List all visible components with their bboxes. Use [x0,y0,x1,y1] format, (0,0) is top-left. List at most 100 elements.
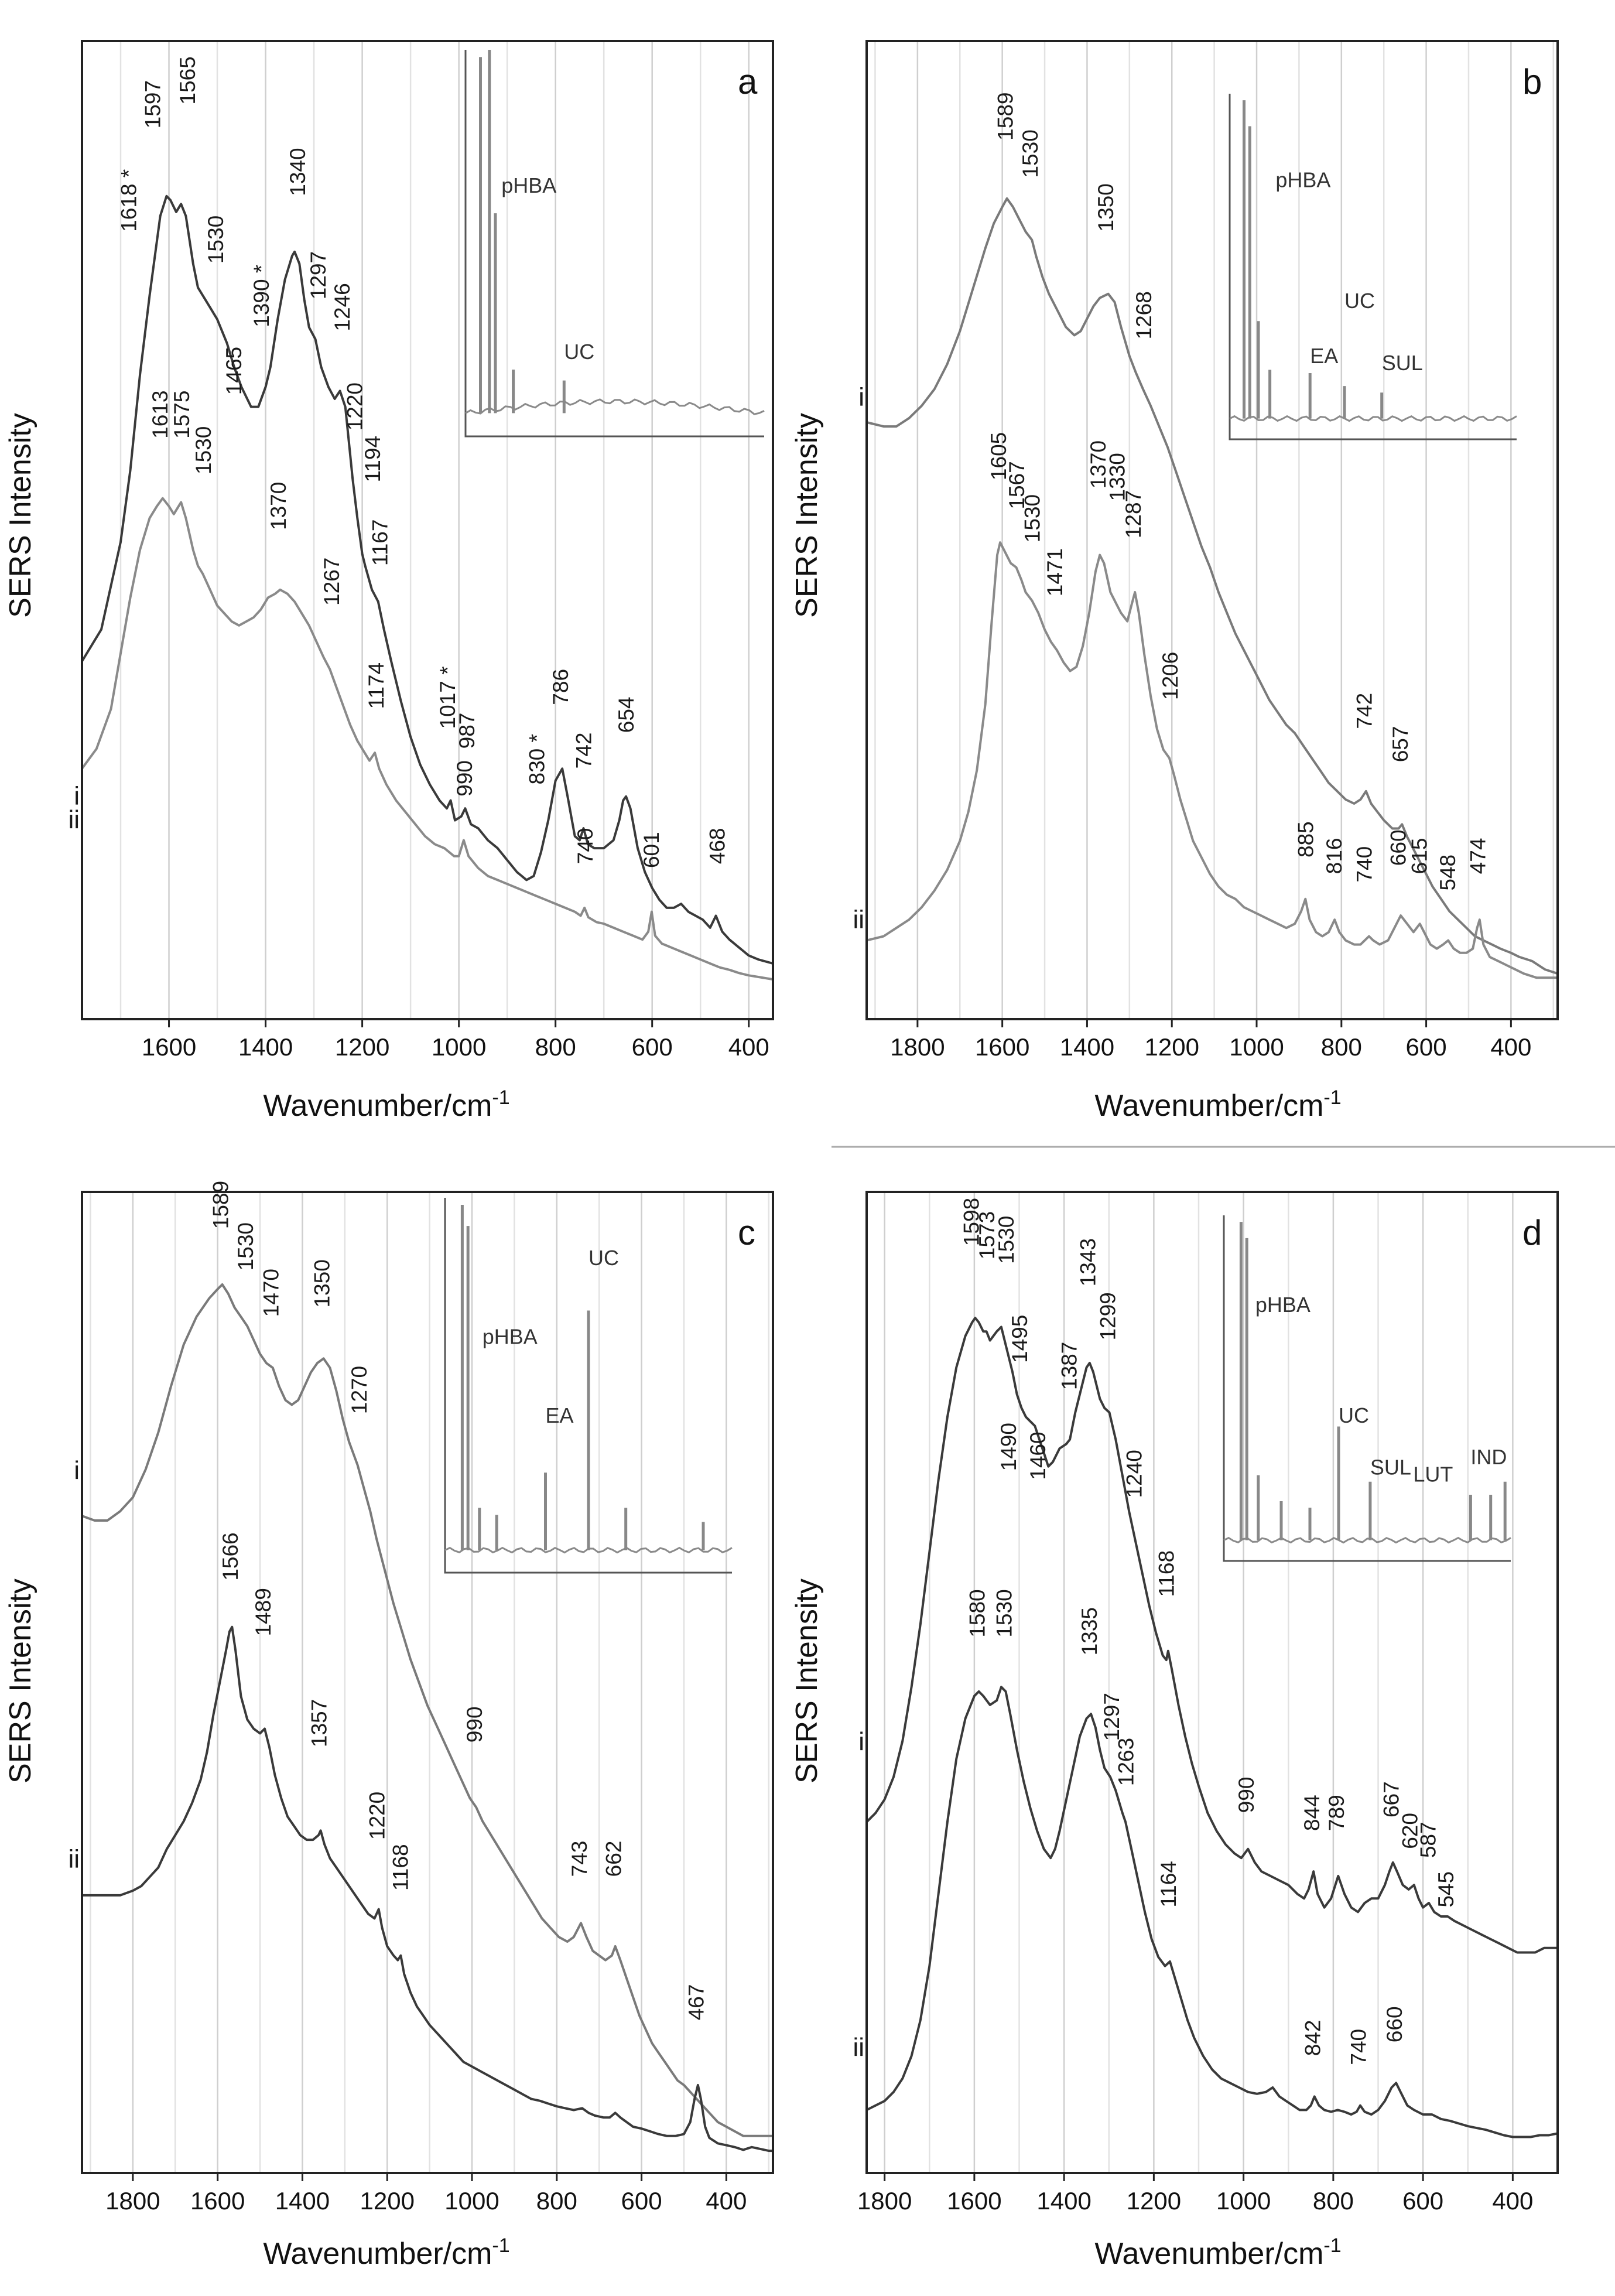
peak-label: 1589 [208,1181,232,1229]
peak-label: 1460 [1026,1431,1050,1480]
x-tick-label: 600 [1406,1033,1447,1061]
peak-label: 1246 [330,283,354,331]
panel-letter: a [738,62,758,101]
inset-spectrum: pHBA UC SUL LUT IND [1223,1215,1511,1562]
peak-label: 1490 [997,1423,1021,1471]
inset-label: UC [1339,1403,1369,1427]
x-tick-label: 1000 [1216,2187,1271,2215]
peak-label: 1580 [965,1589,989,1637]
peak-label: 1471 [1043,548,1067,596]
trace-label: ii [68,1845,80,1874]
peak-label: 467 [685,1984,709,2021]
panel-letter: c [738,1213,755,1252]
series-line-i [81,1283,773,2137]
inset-baseline [1223,1536,1511,1544]
peak-label: 1350 [310,1259,334,1307]
peak-label: 1350 [1094,183,1118,231]
peak-label: 654 [614,696,638,733]
peak-label: 657 [1388,726,1412,763]
peak-label: 1530 [234,1222,258,1270]
x-axis-label: Wavenumber/cm-1 [263,2234,509,2271]
peak-label: 1495 [1008,1315,1032,1363]
peak-label: 474 [1466,838,1490,874]
y-axis-label: SERS Intensity [4,413,37,618]
x-tick-label: 800 [1321,1033,1362,1061]
plot-frame [865,40,1559,1020]
trace-label: ii [68,805,80,834]
trace-label: ii [853,2033,864,2062]
plot-frame [81,1191,774,2174]
peak-label: 1470 [259,1269,283,1317]
x-tick-label: 1200 [1145,1033,1199,1061]
peak-label: 742 [572,733,596,769]
peak-label: 1174 [364,662,388,709]
series-line-i [865,1317,1558,1954]
peak-label: 842 [1301,2020,1325,2056]
peak-label: 1287 [1121,490,1145,538]
x-axis-label: Wavenumber/cm-1 [1094,2234,1341,2271]
peak-label: 468 [705,828,729,865]
x-tick-label: 1600 [142,1033,196,1061]
peak-label: 742 [1353,693,1377,729]
peak-label: 1164 [1156,1861,1181,1908]
peak-label: 1268 [1132,291,1156,339]
x-tick-label: 1600 [190,2187,245,2215]
inset-label: pHBA [483,1325,538,1349]
x-tick-label: 600 [621,2187,662,2215]
peak-label: 1387 [1057,1342,1081,1390]
peak-label: 545 [1434,1871,1458,1908]
inset-baseline [1229,415,1517,422]
x-tick-label: 800 [535,1033,576,1061]
y-axis-label: SERS Intensity [790,413,824,618]
peak-label: 615 [1408,838,1432,874]
x-tick-label: 1000 [1229,1033,1284,1061]
peak-label: 990 [463,1706,487,1742]
inset-label: UC [564,340,594,364]
x-tick-label: 1000 [444,2187,499,2215]
peak-label: 1299 [1096,1292,1120,1340]
x-tick-label: 1400 [1036,2187,1091,2215]
peak-label: 1613 [148,391,172,439]
series-line-i [866,197,1558,975]
peak-label: 789 [1325,1795,1349,1831]
x-tick-label: 1200 [360,2187,415,2215]
peak-label: 601 [639,832,663,868]
trace-label: i [74,1456,80,1485]
panel-a: 1600 1400 1200 1000 800 600 400 1618 * 1597 1565 1… [4,40,774,1123]
peak-label: 1270 [347,1366,371,1414]
peak-label: 1530 [1018,129,1042,177]
panel-c: 1800 1600 1400 1200 1000 800 600 400 15891530147… [4,1181,774,2271]
peak-label: 1530 [191,426,215,474]
inset-label: EA [546,1403,574,1427]
x-tick-label: 800 [1313,2187,1354,2215]
x-tick-label: 1400 [275,2187,330,2215]
peak-label: 548 [1436,855,1460,891]
inset-label: pHBA [501,173,556,197]
x-tick-label: 1600 [975,1033,1029,1061]
peak-label: 1618 * [117,169,141,232]
inset-label: pHBA [1255,1293,1311,1317]
peak-label: 1598 [959,1198,983,1246]
trace-label: i [858,383,864,412]
peak-label: 885 [1294,821,1318,857]
peak-label: 1567 [1005,461,1029,509]
inset-axes [1223,1215,1511,1562]
series-line-ii [866,541,1558,979]
peak-label: 1530 [204,216,228,264]
peak-label: 587 [1416,1822,1440,1858]
inset-label: SUL [1382,351,1423,375]
peak-label: 1390 * [249,265,273,327]
series-line-ii [81,497,774,981]
x-tick-label: 400 [728,1033,769,1061]
x-tick-label: 400 [1492,2187,1533,2215]
inset-axes [1229,94,1517,440]
peak-label: 1370 [1086,440,1110,488]
peak-label: 620 [1398,1813,1422,1849]
inset-label: EA [1310,344,1338,368]
inset-spectrum: pHBA EA UC SUL [1229,94,1517,440]
peak-label: 660 [1383,2006,1407,2042]
peak-label: 1240 [1123,1450,1147,1498]
y-axis-label: SERS Intensity [790,1578,824,1784]
peak-label: 1263 [1114,1738,1138,1786]
